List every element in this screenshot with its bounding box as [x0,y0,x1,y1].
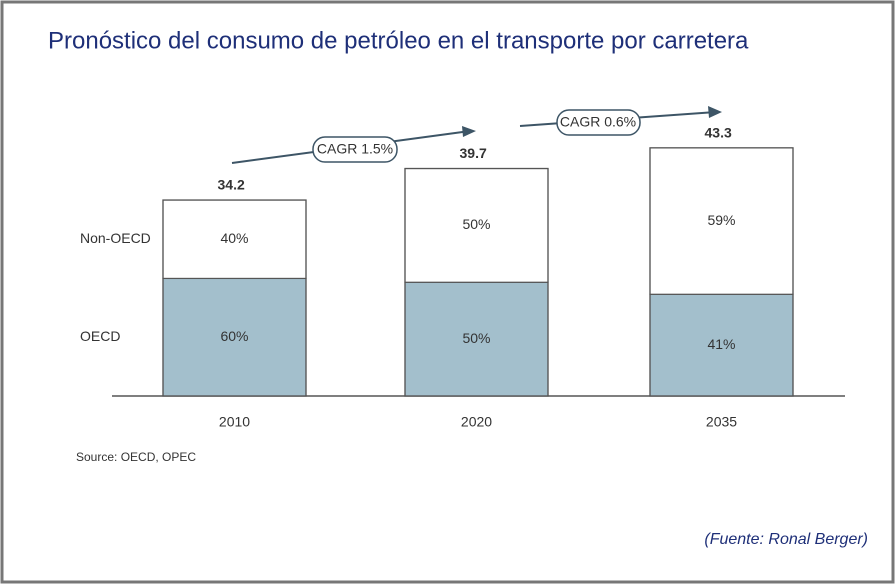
total-label: 34.2 [218,177,245,193]
total-label: 43.3 [705,125,732,141]
legend-label: Non-OECD [80,230,151,246]
chart-title: Pronóstico del consumo de petróleo en el… [48,27,749,54]
bar-outline [162,199,307,397]
bar-outline [649,147,794,397]
segment-label: 41% [707,336,735,352]
segment-label: 50% [462,216,490,232]
annotation: CAGR 0.6% [560,114,636,130]
x-tick-label: 2020 [461,414,492,430]
bar-outline [404,167,549,397]
source: Source: OECD, OPEC [76,450,196,464]
x-tick-label: 2010 [219,414,250,430]
arrow-head [708,106,722,118]
bar-segment [649,147,794,295]
segment-label: 50% [462,330,490,346]
segment-label: 59% [707,212,735,228]
arrow-head [462,126,476,137]
segment-label: 60% [220,328,248,344]
x-tick-label: 2035 [706,414,737,430]
bar-segment [404,167,549,283]
annotation-pill [312,136,398,163]
legend-label: OECD [80,328,120,344]
total-label: 39.7 [460,145,487,161]
credit: (Fuente: Ronal Berger) [704,531,868,548]
segment-label: 40% [220,230,248,246]
annotation-pill [556,109,641,136]
bar-segment [162,277,307,397]
annotation: CAGR 1.5% [317,141,393,157]
